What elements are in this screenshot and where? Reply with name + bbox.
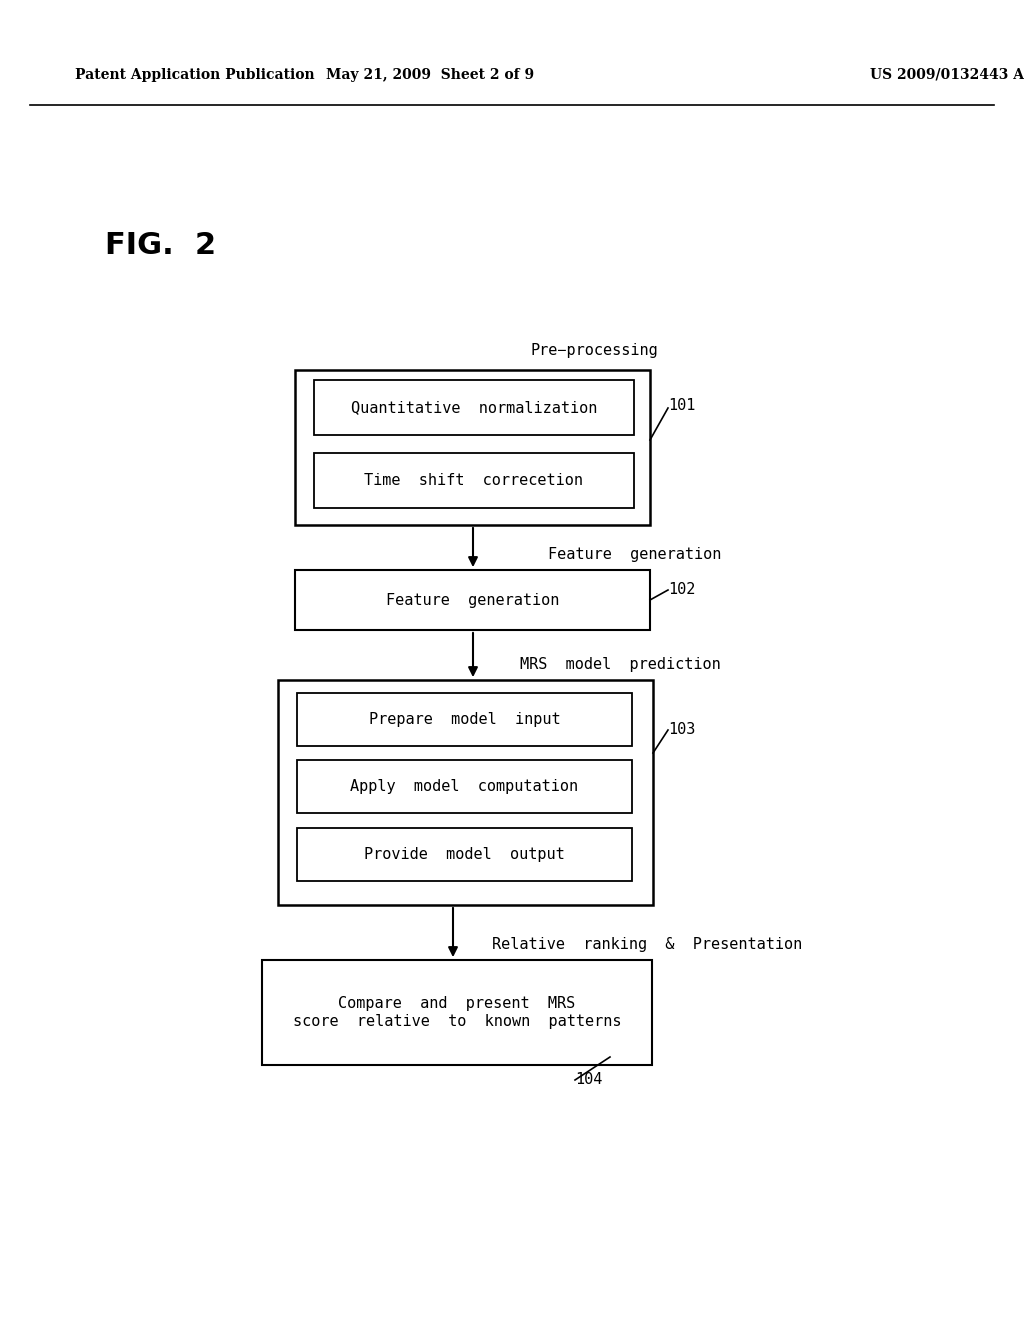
Bar bbox=[278, 680, 653, 906]
Text: 104: 104 bbox=[575, 1072, 602, 1088]
Bar bbox=[297, 760, 632, 813]
Text: 102: 102 bbox=[668, 582, 695, 598]
Bar bbox=[314, 453, 634, 508]
Text: US 2009/0132443 A1: US 2009/0132443 A1 bbox=[870, 69, 1024, 82]
Text: Relative  ranking  &  Presentation: Relative ranking & Presentation bbox=[492, 936, 802, 952]
Text: Feature  generation: Feature generation bbox=[548, 548, 721, 562]
Bar bbox=[297, 828, 632, 880]
Text: Provide  model  output: Provide model output bbox=[365, 847, 565, 862]
Text: MRS  model  prediction: MRS model prediction bbox=[520, 657, 721, 672]
Text: May 21, 2009  Sheet 2 of 9: May 21, 2009 Sheet 2 of 9 bbox=[326, 69, 535, 82]
Bar bbox=[295, 370, 650, 525]
Text: Quantitative  normalization: Quantitative normalization bbox=[351, 400, 597, 414]
Text: Prepare  model  input: Prepare model input bbox=[369, 711, 560, 727]
Text: Apply  model  computation: Apply model computation bbox=[350, 779, 579, 795]
Text: 101: 101 bbox=[668, 397, 695, 412]
Bar bbox=[297, 693, 632, 746]
Bar bbox=[262, 960, 652, 1065]
Text: FIG.  2: FIG. 2 bbox=[105, 231, 216, 260]
Text: Pre−processing: Pre−processing bbox=[530, 342, 657, 358]
Bar bbox=[314, 380, 634, 436]
Text: Compare  and  present  MRS
score  relative  to  known  patterns: Compare and present MRS score relative t… bbox=[293, 997, 622, 1028]
Text: Patent Application Publication: Patent Application Publication bbox=[75, 69, 314, 82]
Text: Time  shift  correcetion: Time shift correcetion bbox=[365, 473, 584, 488]
Bar bbox=[295, 570, 650, 630]
Text: 103: 103 bbox=[668, 722, 695, 738]
Text: Feature  generation: Feature generation bbox=[386, 593, 559, 607]
